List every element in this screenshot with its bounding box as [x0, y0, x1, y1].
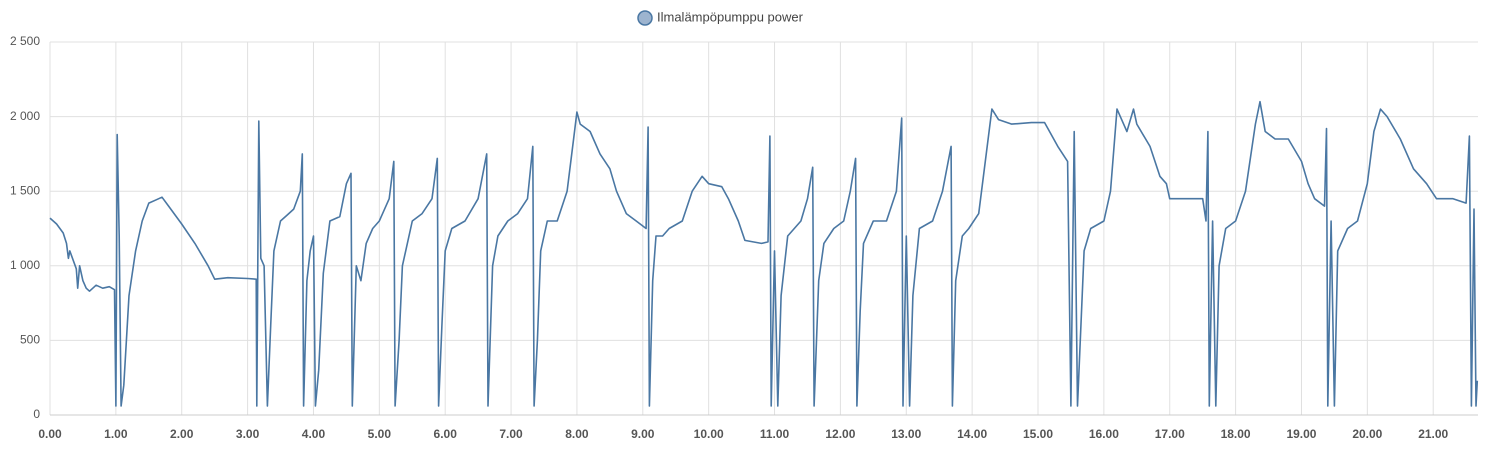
- x-tick-label: 12.00: [825, 427, 855, 441]
- x-tick-label: 19.00: [1286, 427, 1316, 441]
- x-tick-label: 7.00: [499, 427, 523, 441]
- x-tick-label: 6.00: [434, 427, 458, 441]
- x-tick-label: 3.00: [236, 427, 260, 441]
- x-tick-label: 9.00: [631, 427, 655, 441]
- x-tick-label: 5.00: [368, 427, 392, 441]
- x-tick-label: 13.00: [891, 427, 921, 441]
- series-line: [49, 100, 1479, 407]
- x-tick-label: 16.00: [1089, 427, 1119, 441]
- x-tick-label: 4.00: [302, 427, 326, 441]
- x-tick-label: 11.00: [760, 427, 790, 441]
- x-tick-label: 10.00: [694, 427, 724, 441]
- y-tick-label: 2 000: [10, 109, 40, 123]
- legend-item[interactable]: Ilmalämpöpumppu power: [637, 9, 804, 26]
- x-tick-label: 21.00: [1418, 427, 1448, 441]
- y-tick-label: 0: [33, 407, 40, 421]
- legend-label: Ilmalämpöpumppu power: [657, 9, 804, 24]
- x-tick-label: 18.00: [1221, 427, 1251, 441]
- y-tick-label: 2 500: [10, 34, 40, 48]
- x-tick-label: 2.00: [170, 427, 194, 441]
- x-tick-label: 0.00: [38, 427, 62, 441]
- x-tick-label: 17.00: [1155, 427, 1185, 441]
- x-tick-label: 20.00: [1352, 427, 1382, 441]
- y-tick-label: 1 500: [10, 183, 40, 197]
- y-tick-label: 500: [20, 333, 40, 347]
- x-tick-label: 8.00: [565, 427, 589, 441]
- x-tick-label: 15.00: [1023, 427, 1053, 441]
- x-tick-label: 14.00: [957, 427, 987, 441]
- y-tick-label: 1 000: [10, 258, 40, 272]
- x-tick-label: 1.00: [104, 427, 128, 441]
- legend-swatch: [637, 10, 653, 26]
